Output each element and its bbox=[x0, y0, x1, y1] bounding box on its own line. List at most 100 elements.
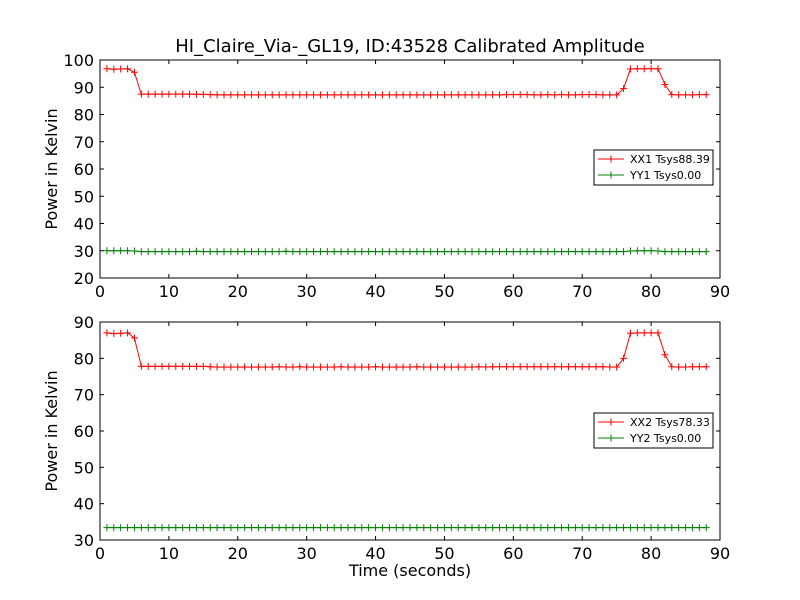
data-point-marker bbox=[248, 248, 256, 256]
data-point-marker bbox=[468, 363, 476, 371]
data-point-marker bbox=[654, 329, 662, 337]
data-point-marker bbox=[427, 91, 435, 99]
data-point-marker bbox=[551, 363, 559, 371]
data-point-marker bbox=[440, 91, 448, 99]
data-point-marker bbox=[248, 91, 256, 99]
data-point-marker bbox=[296, 91, 304, 99]
data-point-marker bbox=[392, 91, 400, 99]
data-point-marker bbox=[489, 91, 497, 99]
x-tick-label: 60 bbox=[503, 544, 523, 563]
data-point-marker bbox=[502, 248, 510, 256]
data-point-marker bbox=[682, 248, 690, 256]
x-tick-label: 10 bbox=[159, 544, 179, 563]
data-point-marker bbox=[179, 248, 187, 256]
data-point-marker bbox=[186, 248, 194, 256]
data-point-marker bbox=[365, 363, 373, 371]
figure-title: HI_Claire_Via-_GL19, ID:43528 Calibrated… bbox=[175, 36, 645, 57]
data-point-marker bbox=[599, 248, 607, 256]
data-point-marker bbox=[344, 91, 352, 99]
data-point-marker bbox=[192, 247, 200, 255]
data-point-marker bbox=[585, 524, 593, 532]
data-point-marker bbox=[661, 81, 669, 89]
data-point-marker bbox=[378, 248, 386, 256]
data-point-marker bbox=[365, 524, 373, 532]
x-tick-label: 0 bbox=[95, 282, 105, 301]
data-point-marker bbox=[158, 524, 166, 532]
data-point-marker bbox=[516, 91, 524, 99]
data-point-marker bbox=[640, 329, 648, 337]
data-point-marker bbox=[434, 363, 442, 371]
data-point-marker bbox=[613, 363, 621, 371]
data-point-marker bbox=[461, 363, 469, 371]
legend: XX2 Tsys78.33 YY2 Tsys0.00 bbox=[593, 412, 714, 449]
data-point-marker bbox=[158, 90, 166, 98]
data-point-marker bbox=[241, 363, 249, 371]
data-point-marker bbox=[702, 363, 710, 371]
data-point-marker bbox=[220, 524, 228, 532]
y-tick-label: 60 bbox=[74, 422, 94, 441]
data-point-marker bbox=[434, 248, 442, 256]
data-point-marker bbox=[571, 524, 579, 532]
data-point-marker bbox=[516, 524, 524, 532]
data-point-marker bbox=[564, 524, 572, 532]
data-point-marker bbox=[103, 65, 111, 73]
y-tick-label: 90 bbox=[74, 313, 94, 332]
x-tick-label: 40 bbox=[365, 282, 385, 301]
data-point-marker bbox=[378, 363, 386, 371]
data-point-marker bbox=[344, 248, 352, 256]
data-point-marker bbox=[151, 248, 159, 256]
data-point-marker bbox=[461, 524, 469, 532]
y-tick-label: 30 bbox=[74, 531, 94, 550]
data-point-marker bbox=[447, 363, 455, 371]
data-point-marker bbox=[117, 65, 125, 73]
data-point-marker bbox=[702, 524, 710, 532]
data-point-marker bbox=[633, 524, 641, 532]
data-point-marker bbox=[378, 524, 386, 532]
data-point-marker bbox=[351, 91, 359, 99]
data-point-marker bbox=[241, 524, 249, 532]
y-axis-label: Power in Kelvin bbox=[42, 108, 61, 229]
y-tick-label: 40 bbox=[74, 495, 94, 514]
data-point-marker bbox=[606, 363, 614, 371]
data-point-marker bbox=[626, 65, 634, 73]
data-point-marker bbox=[151, 362, 159, 370]
legend-marker bbox=[607, 155, 615, 163]
data-point-marker bbox=[440, 248, 448, 256]
data-point-marker bbox=[323, 363, 331, 371]
y-tick-label: 20 bbox=[74, 269, 94, 288]
data-point-marker bbox=[103, 329, 111, 337]
data-point-marker bbox=[344, 363, 352, 371]
data-point-marker bbox=[461, 248, 469, 256]
data-point-marker bbox=[323, 248, 331, 256]
x-tick-label: 0 bbox=[95, 544, 105, 563]
data-point-marker bbox=[647, 247, 655, 255]
data-point-marker bbox=[282, 91, 290, 99]
data-point-marker bbox=[640, 247, 648, 255]
data-point-marker bbox=[413, 91, 421, 99]
data-point-marker bbox=[117, 329, 125, 337]
data-point-marker bbox=[475, 363, 483, 371]
data-point-marker bbox=[668, 363, 676, 371]
data-point-marker bbox=[254, 524, 262, 532]
data-point-marker bbox=[227, 363, 235, 371]
data-point-marker bbox=[337, 363, 345, 371]
data-point-marker bbox=[254, 248, 262, 256]
data-point-marker bbox=[151, 524, 159, 532]
y-tick-label: 30 bbox=[74, 242, 94, 261]
data-point-marker bbox=[489, 524, 497, 532]
data-point-marker bbox=[248, 524, 256, 532]
data-point-marker bbox=[316, 248, 324, 256]
data-point-marker bbox=[351, 524, 359, 532]
data-point-marker bbox=[530, 363, 538, 371]
data-point-marker bbox=[489, 248, 497, 256]
data-point-marker bbox=[558, 524, 566, 532]
data-point-marker bbox=[454, 91, 462, 99]
data-point-marker bbox=[502, 363, 510, 371]
data-point-marker bbox=[254, 363, 262, 371]
data-point-marker bbox=[551, 248, 559, 256]
x-tick-label: 40 bbox=[365, 544, 385, 563]
legend-entry-label: XX2 Tsys78.33 bbox=[630, 416, 710, 429]
data-point-marker bbox=[564, 363, 572, 371]
data-point-marker bbox=[186, 90, 194, 98]
data-point-marker bbox=[509, 363, 517, 371]
